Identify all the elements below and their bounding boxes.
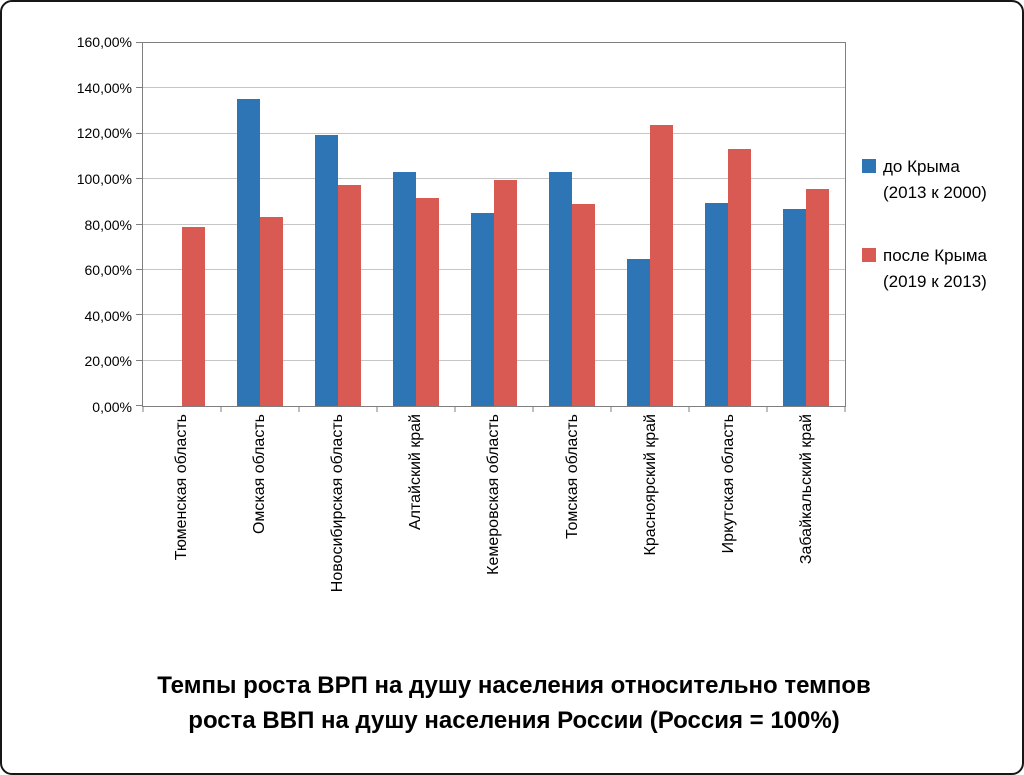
bar-group bbox=[455, 43, 533, 406]
bar-series-1 bbox=[572, 204, 595, 406]
bar-group bbox=[689, 43, 767, 406]
bar-group bbox=[611, 43, 689, 406]
x-axis-category-label: Новосибирская область bbox=[328, 414, 346, 593]
x-label-cell: Забайкальский край bbox=[768, 414, 846, 656]
bar-series-1 bbox=[806, 189, 829, 406]
x-axis-tick bbox=[766, 407, 768, 412]
gridline bbox=[143, 87, 845, 89]
x-axis-tick bbox=[532, 407, 534, 412]
x-axis-tick bbox=[454, 407, 456, 412]
x-label-cell: Омская область bbox=[220, 414, 298, 656]
x-axis-category-label: Омская область bbox=[250, 414, 268, 535]
y-axis-tick bbox=[136, 178, 142, 180]
x-axis-category-label: Тюменская область bbox=[172, 414, 190, 561]
x-axis-category-label: Кемеровская область bbox=[485, 414, 503, 575]
x-label-cell: Алтайский край bbox=[377, 414, 455, 656]
x-label-cell: Кемеровская область bbox=[455, 414, 533, 656]
x-axis-tick bbox=[142, 407, 144, 412]
x-label-cell: Красноярский край bbox=[611, 414, 689, 656]
plot-area bbox=[136, 42, 846, 412]
bar-series-0 bbox=[705, 202, 728, 406]
bar-series-0 bbox=[627, 258, 650, 406]
y-axis-tick bbox=[136, 314, 142, 316]
x-axis-labels: Тюменская область Омская область Новосибир… bbox=[142, 414, 846, 656]
y-axis-tick-label: 120,00% bbox=[76, 125, 132, 142]
x-axis-category-label: Иркутская область bbox=[720, 414, 738, 554]
bar-groups bbox=[143, 43, 845, 406]
x-axis-category-label: Забайкальский край bbox=[798, 414, 816, 565]
x-label-cell: Новосибирская область bbox=[298, 414, 376, 656]
x-label-cell: Тюменская область bbox=[142, 414, 220, 656]
bar-group bbox=[299, 43, 377, 406]
bar-series-1 bbox=[650, 124, 673, 406]
x-axis-tick bbox=[844, 407, 846, 412]
bar-series-0 bbox=[237, 98, 260, 406]
y-axis-tick-label: 80,00% bbox=[84, 216, 132, 233]
legend-item: после Крыма (2019 к 2013) bbox=[862, 243, 1022, 296]
bar-series-0 bbox=[393, 172, 416, 406]
y-axis-tick bbox=[136, 405, 142, 406]
legend-swatch bbox=[862, 159, 876, 173]
bar-series-1 bbox=[494, 180, 517, 406]
bar-series-0 bbox=[315, 134, 338, 406]
x-axis-tick bbox=[298, 407, 300, 412]
y-axis-tick bbox=[136, 87, 142, 89]
y-axis-tick bbox=[136, 268, 142, 270]
bar-group bbox=[767, 43, 845, 406]
bar-series-0 bbox=[549, 172, 572, 406]
y-axis-tick-label: 0,00% bbox=[92, 399, 132, 415]
bar-group bbox=[533, 43, 611, 406]
chart-title: Темпы роста ВРП на душу населения относи… bbox=[157, 672, 871, 734]
x-axis-category-label: Красноярский край bbox=[641, 414, 659, 556]
bar-series-1 bbox=[416, 198, 439, 406]
y-axis-tick-label: 100,00% bbox=[76, 170, 132, 187]
legend-label: после Крыма (2019 к 2013) bbox=[883, 245, 987, 292]
bar-group bbox=[143, 43, 221, 406]
bar-group bbox=[221, 43, 299, 406]
x-axis-tick bbox=[688, 407, 690, 412]
legend-label: до Крыма (2013 к 2000) bbox=[883, 157, 987, 203]
x-axis-category-label: Алтайский край bbox=[407, 414, 425, 531]
x-axis-tick bbox=[376, 407, 378, 412]
legend-item: до Крыма (2013 к 2000) bbox=[862, 154, 1022, 207]
y-axis-labels: 0,00% 20,00% 40,00% 60,00% 80,00% 100,00% 120,… bbox=[2, 34, 142, 415]
y-axis-tick-label: 20,00% bbox=[84, 353, 132, 370]
bar-group bbox=[377, 43, 455, 406]
bar-series-0 bbox=[471, 213, 494, 406]
x-axis-category-label: Томская область bbox=[563, 414, 581, 540]
gridline bbox=[143, 178, 845, 180]
x-label-cell: Иркутская область bbox=[690, 414, 768, 656]
legend-swatch bbox=[862, 247, 876, 262]
bar-series-1 bbox=[182, 226, 205, 406]
legend: до Крыма (2013 к 2000) после Крыма (2019 … bbox=[862, 154, 1022, 296]
y-axis-tick bbox=[136, 223, 142, 225]
x-axis-tick bbox=[220, 407, 222, 412]
bar-series-0 bbox=[783, 208, 806, 406]
bar-series-1 bbox=[728, 148, 751, 406]
y-axis-tick bbox=[136, 132, 142, 134]
x-axis-tick bbox=[610, 407, 612, 412]
y-axis-tick-label: 60,00% bbox=[84, 262, 132, 279]
y-axis-tick-label: 140,00% bbox=[76, 79, 132, 96]
y-axis-tick bbox=[136, 42, 142, 43]
bar-series-1 bbox=[338, 184, 361, 406]
y-axis-tick-label: 40,00% bbox=[84, 307, 132, 324]
x-label-cell: Томская область bbox=[533, 414, 611, 656]
gridline bbox=[143, 132, 845, 134]
y-axis-tick bbox=[136, 359, 142, 361]
bar-series-1 bbox=[260, 216, 283, 406]
y-axis-tick-label: 160,00% bbox=[76, 34, 132, 50]
